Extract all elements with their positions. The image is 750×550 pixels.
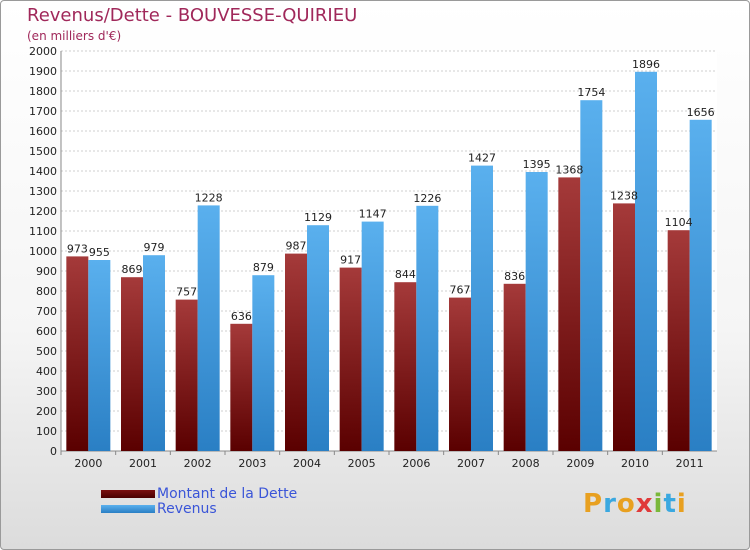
legend-swatch-revenus xyxy=(101,505,155,513)
bar-revenus xyxy=(361,221,384,451)
x-tick-label: 2001 xyxy=(129,457,157,470)
value-label-dette: 636 xyxy=(231,310,252,323)
logo-letter: i xyxy=(676,489,687,519)
proxiti-logo: Proxiti xyxy=(583,489,687,519)
value-label-revenus: 955 xyxy=(89,246,110,259)
bar-dette xyxy=(230,323,253,451)
y-tick-label: 2000 xyxy=(29,45,57,58)
value-label-revenus: 1228 xyxy=(195,191,223,204)
y-tick-label: 0 xyxy=(50,445,57,458)
x-tick-label: 2007 xyxy=(457,457,485,470)
value-label-dette: 869 xyxy=(122,263,143,276)
y-tick-label: 1700 xyxy=(29,105,57,118)
y-tick-label: 1300 xyxy=(29,185,57,198)
bar-revenus xyxy=(88,260,111,451)
y-tick-label: 900 xyxy=(36,265,57,278)
logo-letter: x xyxy=(635,489,654,519)
value-label-dette: 836 xyxy=(504,270,525,283)
bar-revenus xyxy=(307,225,329,451)
bar-dette xyxy=(667,230,690,451)
value-label-revenus: 979 xyxy=(144,241,165,254)
bar-revenus xyxy=(252,275,275,451)
value-label-revenus: 1226 xyxy=(413,192,441,205)
bar-revenus xyxy=(689,119,712,452)
x-tick-label: 2011 xyxy=(676,457,704,470)
y-tick-label: 1200 xyxy=(29,205,57,218)
legend-swatch-dette xyxy=(101,490,155,498)
bar-revenus xyxy=(635,71,657,452)
bar-dette xyxy=(449,297,471,451)
x-tick-label: 2003 xyxy=(238,457,266,470)
x-tick-label: 2008 xyxy=(512,457,540,470)
bar-revenus xyxy=(416,205,439,451)
value-label-revenus: 1427 xyxy=(468,152,496,165)
logo-letter: i xyxy=(653,489,664,519)
value-label-dette: 1104 xyxy=(665,216,693,229)
y-tick-label: 1900 xyxy=(29,65,57,78)
y-tick-label: 1600 xyxy=(29,125,57,138)
legend-label-revenus: Revenus xyxy=(157,501,217,517)
bar-dette xyxy=(66,256,89,451)
bar-revenus xyxy=(525,172,548,451)
y-tick-label: 1000 xyxy=(29,245,57,258)
value-label-revenus: 1147 xyxy=(359,208,387,221)
value-label-revenus: 1656 xyxy=(687,106,715,119)
y-tick-label: 500 xyxy=(36,345,57,358)
x-tick-label: 2010 xyxy=(621,457,649,470)
y-tick-label: 600 xyxy=(36,325,57,338)
bar-dette xyxy=(175,299,198,451)
value-label-dette: 1238 xyxy=(610,189,638,202)
logo-letter: o xyxy=(616,489,636,519)
y-tick-label: 100 xyxy=(36,425,57,438)
value-label-dette: 1368 xyxy=(555,163,583,176)
x-tick-label: 2009 xyxy=(566,457,594,470)
value-label-dette: 767 xyxy=(450,284,471,297)
value-label-dette: 973 xyxy=(67,242,88,255)
value-label-revenus: 1754 xyxy=(577,86,605,99)
value-label-revenus: 879 xyxy=(253,261,274,274)
bar-revenus xyxy=(471,165,493,451)
logo-letter: t xyxy=(663,489,677,519)
bar-dette xyxy=(558,177,581,451)
chart-subtitle: (en milliers d'€) xyxy=(27,29,122,43)
x-tick-label: 2006 xyxy=(402,457,430,470)
value-label-revenus: 1395 xyxy=(523,158,551,171)
y-tick-label: 800 xyxy=(36,285,57,298)
x-tick-label: 2000 xyxy=(74,457,102,470)
value-label-dette: 757 xyxy=(176,286,197,299)
y-tick-label: 400 xyxy=(36,365,57,378)
bar-revenus xyxy=(143,255,165,451)
value-label-revenus: 1896 xyxy=(632,58,660,71)
y-tick-label: 1400 xyxy=(29,165,57,178)
logo-letter: P xyxy=(583,489,604,519)
y-tick-label: 1500 xyxy=(29,145,57,158)
value-label-dette: 987 xyxy=(286,240,307,253)
bar-dette xyxy=(613,203,635,451)
x-tick-label: 2002 xyxy=(184,457,212,470)
value-label-dette: 917 xyxy=(340,254,361,267)
bar-revenus xyxy=(580,100,603,451)
value-label-revenus: 1129 xyxy=(304,211,332,224)
y-tick-label: 300 xyxy=(36,385,57,398)
legend-label-dette: Montant de la Dette xyxy=(157,486,298,502)
bar-dette xyxy=(121,277,143,451)
logo-letter: r xyxy=(603,489,617,519)
x-tick-label: 2005 xyxy=(348,457,376,470)
value-label-dette: 844 xyxy=(395,268,416,281)
bar-dette xyxy=(394,282,417,451)
y-tick-label: 1800 xyxy=(29,85,57,98)
y-tick-label: 1100 xyxy=(29,225,57,238)
bar-revenus xyxy=(197,205,220,451)
x-tick-label: 2004 xyxy=(293,457,321,470)
y-tick-label: 200 xyxy=(36,405,57,418)
y-tick-label: 700 xyxy=(36,305,57,318)
bar-dette xyxy=(503,283,526,451)
bar-dette xyxy=(339,267,362,451)
bar-dette xyxy=(285,253,307,451)
chart-title: Revenus/Dette - BOUVESSE-QUIRIEU xyxy=(27,5,358,26)
